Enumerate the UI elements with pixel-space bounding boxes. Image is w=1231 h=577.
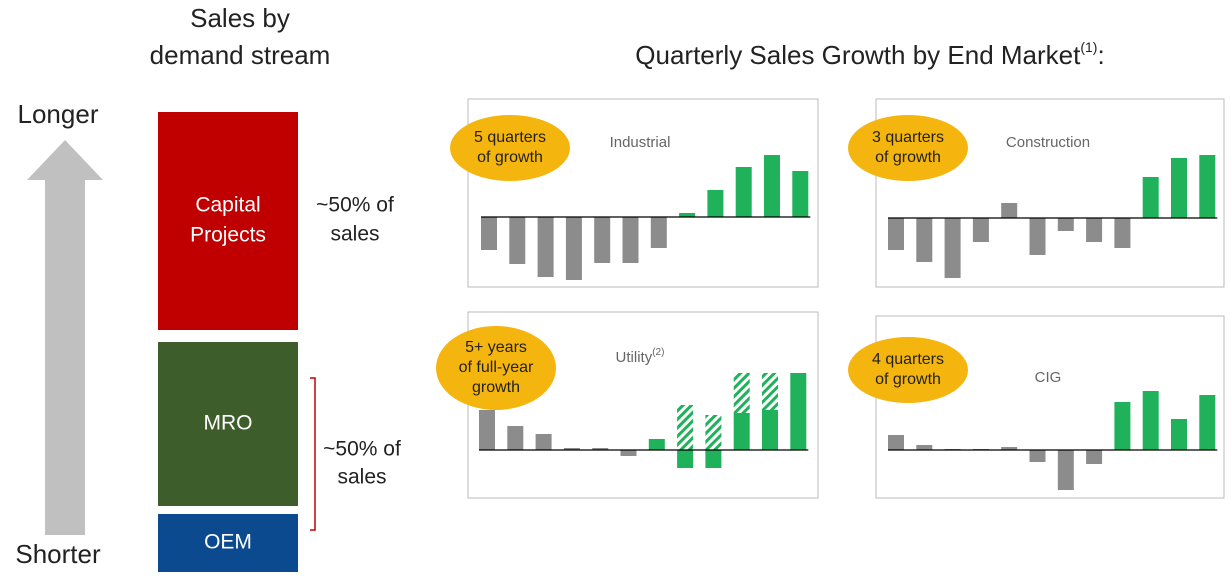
bar	[764, 155, 780, 217]
bar	[944, 218, 961, 278]
badge-text: of full-year	[459, 359, 534, 376]
bar	[1142, 177, 1159, 218]
block-label: MRO	[204, 412, 253, 435]
suffix: :	[1097, 40, 1104, 70]
bar	[972, 218, 989, 242]
header-title: Quarterly Sales Growth by End Market(1):	[635, 39, 1104, 70]
bar	[733, 413, 750, 450]
hatched-bar	[762, 373, 778, 410]
arrow-top: Longer	[18, 99, 99, 129]
block-label: Capital	[195, 194, 260, 217]
panel-title: Construction	[1006, 134, 1090, 151]
bar	[1199, 155, 1216, 218]
footnote: (1)	[1080, 39, 1097, 55]
bar	[677, 450, 694, 468]
stream-block	[158, 342, 298, 506]
left-title: Sales by	[190, 3, 290, 33]
bar	[1086, 450, 1103, 464]
bar	[707, 190, 724, 217]
bar	[735, 167, 752, 217]
bar	[888, 218, 904, 250]
bar	[1086, 218, 1103, 242]
badge-text: growth	[472, 379, 520, 396]
share-label: ~50% of	[316, 194, 394, 217]
bar	[790, 373, 807, 450]
badge-text: 5+ years	[465, 339, 527, 356]
bar	[1001, 203, 1018, 218]
bar	[762, 410, 778, 450]
bar	[594, 217, 611, 263]
bar	[1057, 218, 1074, 231]
bar	[1171, 419, 1187, 450]
bar	[563, 448, 580, 450]
badge-text: 5 quarters	[474, 129, 546, 146]
bar	[916, 445, 933, 450]
title-text: Quarterly Sales Growth by End Market	[635, 40, 1081, 70]
bar	[648, 439, 665, 450]
panel-title-text: CIG	[1035, 369, 1062, 386]
hatched-bar	[733, 373, 750, 413]
badge-text: 4 quarters	[872, 351, 944, 368]
bar	[1114, 402, 1131, 450]
bracket	[310, 377, 316, 531]
bar	[1199, 395, 1216, 450]
badge-text: of growth	[875, 371, 941, 388]
stream-block	[158, 514, 298, 572]
bar	[916, 218, 933, 262]
badge	[848, 115, 968, 181]
bar	[1114, 218, 1131, 248]
bar	[650, 217, 667, 248]
share-label: sales	[337, 466, 386, 489]
badge	[848, 337, 968, 403]
bar	[1001, 447, 1018, 450]
arrow	[27, 140, 103, 535]
badge-text: 3 quarters	[872, 129, 944, 146]
bar	[705, 450, 722, 468]
badge-text: of growth	[477, 149, 543, 166]
bar	[565, 217, 582, 280]
bar	[679, 213, 696, 217]
panel-title-text: Construction	[1006, 134, 1090, 151]
panel-title: CIG	[1035, 369, 1062, 386]
badge	[450, 115, 570, 181]
bar	[537, 217, 554, 277]
left-title: demand stream	[150, 40, 331, 70]
bar	[592, 448, 609, 450]
arrow-bottom: Shorter	[15, 539, 101, 569]
bar	[888, 435, 904, 450]
badge	[436, 326, 556, 410]
bar	[1029, 450, 1046, 462]
bar	[792, 171, 809, 217]
bar	[1057, 450, 1074, 490]
bar	[481, 217, 497, 250]
stream-block	[158, 112, 298, 330]
bar	[1029, 218, 1046, 255]
bar	[620, 450, 637, 456]
panel-title: Industrial	[610, 134, 671, 151]
panel-title: Utility(2)	[616, 347, 665, 366]
share-label: sales	[330, 223, 379, 246]
panel-title-footnote: (2)	[652, 347, 664, 358]
panel-title-text: Industrial	[610, 134, 671, 151]
hatched-bar	[705, 415, 722, 450]
bar	[507, 426, 524, 450]
block-label: OEM	[204, 531, 252, 554]
hatched-bar	[677, 405, 694, 450]
badge-text: of growth	[875, 149, 941, 166]
share-label: ~50% of	[323, 438, 401, 461]
bar	[509, 217, 526, 264]
panel-title-text: Utility	[616, 349, 653, 366]
bar	[1171, 158, 1187, 218]
block-label: Projects	[190, 224, 266, 247]
bar	[479, 410, 495, 450]
bar	[622, 217, 639, 263]
bar	[535, 434, 552, 450]
bar	[1142, 391, 1159, 450]
